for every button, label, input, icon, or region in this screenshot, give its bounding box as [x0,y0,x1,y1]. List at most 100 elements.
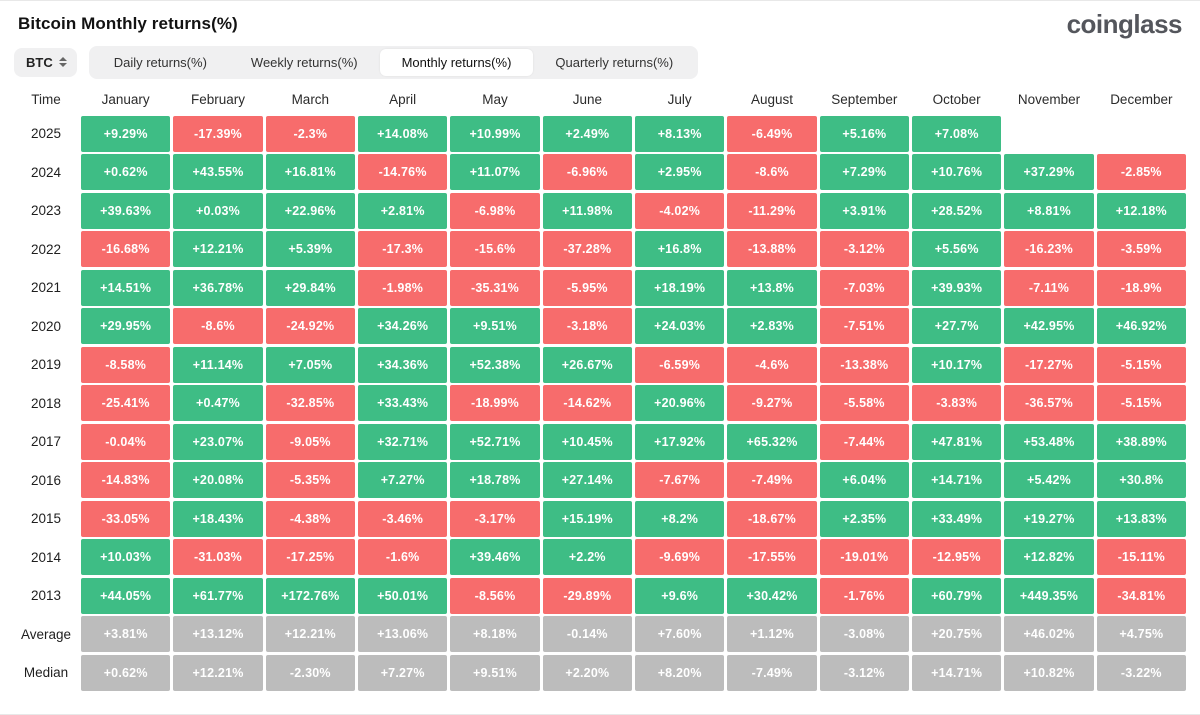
return-cell [1004,116,1093,152]
tab-quarterly[interactable]: Quarterly returns(%) [555,54,674,70]
return-cell: -17.39% [173,115,263,152]
return-cell: +30.8% [1096,462,1186,498]
tab-monthly[interactable]: Monthly returns(%) [379,48,534,76]
return-cell: -15.6% [450,231,540,267]
return-cell: +34.26% [358,308,448,344]
return-cell: +19.27% [1004,500,1094,537]
controls-bar: BTC Daily returns(%) Weekly returns(%) Mon… [0,43,1200,83]
return-cell: +18.19% [635,269,725,306]
row-label-2018: 2018 [30,395,62,411]
return-cell: -6.96% [542,154,632,190]
return-cell: +10.82% [1004,654,1094,691]
row-label-2024: 2024 [30,164,62,180]
return-cell: -4.38% [265,500,355,537]
return-cell: -16.68% [81,231,171,267]
row-label-2020: 2020 [30,318,62,334]
return-cell: +2.20% [542,654,632,691]
return-cell: +0.47% [173,385,263,421]
return-cell: +8.20% [635,654,725,691]
return-cell: -7.51% [819,308,909,344]
return-cell: +2.49% [542,115,632,152]
return-cell: +20.08% [173,462,263,498]
return-cell: -8.58% [81,346,171,383]
return-cell: +12.18% [1096,192,1186,229]
return-cell: +32.71% [358,423,448,460]
return-cell: +172.76% [265,577,355,614]
column-header-february: February [190,91,245,107]
return-cell: -13.88% [727,231,817,267]
return-cell: +5.39% [265,231,355,267]
return-cell: +0.62% [81,654,171,691]
return-cell: +29.95% [81,308,171,344]
tab-weekly[interactable]: Weekly returns(%) [250,54,358,70]
return-cell: +2.95% [635,154,725,190]
row-label-2015: 2015 [30,511,62,526]
return-cell: +27.7% [912,308,1002,344]
column-header-january: January [101,91,150,107]
return-cell: -11.29% [727,192,817,229]
return-cell: +10.45% [542,423,632,460]
return-cell: +5.42% [1004,462,1094,498]
return-cell: -4.6% [727,346,817,383]
return-cell: +9.29% [81,115,171,152]
return-cell: +16.8% [635,231,725,267]
tab-daily[interactable]: Daily returns(%) [113,54,207,70]
return-cell: -17.27% [1004,346,1094,383]
return-cell: -6.59% [635,346,725,383]
return-cell: +28.52% [912,192,1002,229]
return-cell: -3.83% [912,385,1002,421]
return-cell: -2.85% [1096,154,1186,190]
return-cell: -9.05% [265,423,355,460]
return-cell: +8.18% [450,616,540,652]
return-cell: +46.02% [1004,616,1094,652]
return-cell: -24.92% [265,308,355,344]
return-cell: +47.81% [912,423,1002,460]
return-cell: -8.6% [173,308,263,344]
return-cell: -19.01% [819,539,909,575]
return-cell: +23.07% [173,423,263,460]
return-cell: +42.95% [1004,308,1094,344]
return-cell: +12.21% [173,654,263,691]
coin-selector-label: BTC [26,54,53,70]
return-cell: +10.76% [912,154,1002,190]
column-header-june: June [572,91,602,107]
return-cell: +9.51% [450,308,540,344]
column-header-november: November [1017,91,1081,107]
return-cell: +14.71% [912,462,1002,498]
return-cell: -3.59% [1096,231,1186,267]
return-cell: +9.6% [635,577,725,614]
return-cell: +12.82% [1004,539,1094,575]
return-cell: +7.08% [912,115,1002,152]
return-cell: +16.81% [265,154,355,190]
return-cell: +52.71% [450,423,540,460]
return-cell: +38.89% [1096,423,1186,460]
row-label-2013: 2013 [30,588,62,603]
return-cell: +60.79% [912,577,1002,614]
column-header-september: September [831,91,898,107]
return-cell: +7.27% [358,654,448,691]
column-header-july: July [667,91,692,107]
return-cell: -14.76% [358,154,448,190]
return-cell: +14.08% [358,115,448,152]
return-cell: -31.03% [173,539,263,575]
row-label-2022: 2022 [30,241,62,257]
return-cell: -6.49% [727,115,817,152]
return-cell: -5.15% [1096,385,1186,421]
return-cell: +6.04% [819,462,909,498]
return-cell: +7.05% [265,346,355,383]
return-cell: +50.01% [358,577,448,614]
column-header-time: Time [31,91,61,107]
return-cell: -3.22% [1096,654,1186,691]
return-cell: +18.78% [450,462,540,498]
return-cell: +34.36% [358,346,448,383]
return-cell: +2.2% [542,539,632,575]
row-label-average: Average [20,626,72,642]
return-cell: -9.69% [635,539,725,575]
return-cell: -9.27% [727,385,817,421]
return-cell: -7.44% [819,423,909,460]
return-cell: +17.92% [635,423,725,460]
coin-selector[interactable]: BTC [14,47,77,77]
return-cell: -2.30% [265,654,355,691]
return-cell: +3.81% [81,616,171,652]
return-cell: +26.67% [542,346,632,383]
